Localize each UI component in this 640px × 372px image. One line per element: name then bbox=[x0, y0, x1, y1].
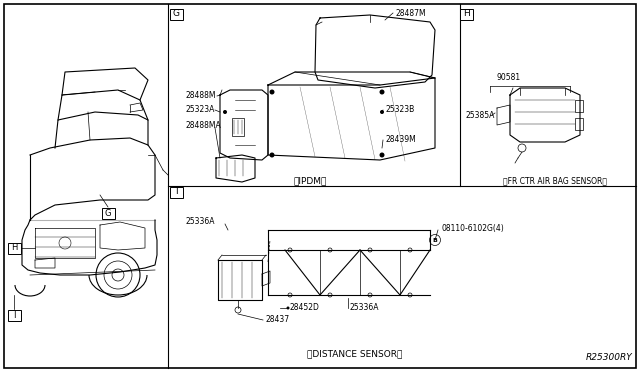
Text: 28439M: 28439M bbox=[385, 135, 416, 144]
Text: G: G bbox=[173, 10, 179, 19]
Text: 〈DISTANCE SENSOR〉: 〈DISTANCE SENSOR〉 bbox=[307, 349, 403, 358]
Text: 25336A: 25336A bbox=[350, 304, 380, 312]
Text: 90581: 90581 bbox=[497, 73, 521, 82]
Text: 25323B: 25323B bbox=[385, 106, 414, 115]
Text: B: B bbox=[433, 237, 437, 243]
Circle shape bbox=[328, 293, 332, 297]
Text: G: G bbox=[105, 208, 111, 218]
Text: 28452D: 28452D bbox=[290, 304, 320, 312]
Bar bbox=[170, 9, 182, 19]
Circle shape bbox=[408, 293, 412, 297]
Circle shape bbox=[408, 248, 412, 252]
Text: 28488MA: 28488MA bbox=[185, 121, 221, 129]
Circle shape bbox=[380, 110, 384, 114]
Circle shape bbox=[223, 110, 227, 114]
Circle shape bbox=[380, 90, 385, 94]
Text: H: H bbox=[11, 244, 17, 253]
Bar bbox=[170, 186, 182, 198]
Circle shape bbox=[328, 248, 332, 252]
Circle shape bbox=[269, 90, 275, 94]
Circle shape bbox=[269, 153, 275, 157]
Bar bbox=[8, 243, 20, 253]
Circle shape bbox=[380, 153, 385, 157]
Text: 〈IPDM〉: 〈IPDM〉 bbox=[293, 176, 326, 185]
Text: 28437: 28437 bbox=[265, 315, 289, 324]
Circle shape bbox=[288, 248, 292, 252]
Bar bbox=[575, 118, 583, 130]
Text: 25385A: 25385A bbox=[465, 110, 494, 119]
Bar bbox=[102, 208, 115, 218]
Text: 28487M: 28487M bbox=[395, 9, 426, 17]
Bar bbox=[232, 118, 244, 136]
Bar bbox=[460, 9, 472, 19]
Circle shape bbox=[368, 248, 372, 252]
Circle shape bbox=[288, 293, 292, 297]
Bar bbox=[8, 310, 20, 321]
Circle shape bbox=[287, 307, 289, 310]
Text: 25336A: 25336A bbox=[185, 218, 214, 227]
Text: I: I bbox=[175, 187, 177, 196]
Text: 25323A: 25323A bbox=[185, 106, 214, 115]
Text: 08110-6102G(4): 08110-6102G(4) bbox=[442, 224, 505, 232]
Circle shape bbox=[368, 293, 372, 297]
Bar bbox=[575, 100, 583, 112]
Text: I: I bbox=[13, 311, 15, 320]
Text: 28488M: 28488M bbox=[185, 90, 216, 99]
Text: R25300RY: R25300RY bbox=[585, 353, 632, 362]
Text: 〈FR CTR AIR BAG SENSOR〉: 〈FR CTR AIR BAG SENSOR〉 bbox=[503, 176, 607, 185]
Text: H: H bbox=[463, 10, 469, 19]
